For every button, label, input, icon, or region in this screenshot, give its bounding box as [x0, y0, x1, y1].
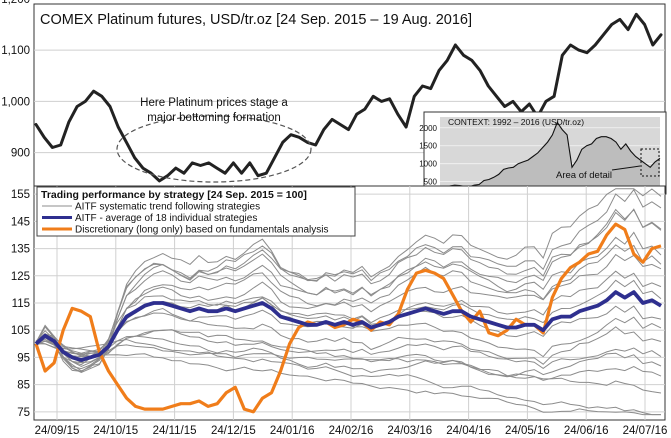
aitf-strategy-line	[35, 340, 662, 394]
aitf-strategy-line	[35, 231, 662, 370]
bottom-y-tick-label: 145	[11, 216, 30, 228]
aitf-strategy-line	[35, 335, 662, 381]
bottom-x-tick-label: 24/02/16	[329, 425, 374, 437]
bottom-y-tick-label: 135	[11, 244, 30, 256]
bottom-y-tick-label: 85	[17, 380, 30, 392]
top-y-tick-label: 1,000	[1, 96, 30, 108]
bottom-x-tick-label: 24/10/15	[93, 425, 138, 437]
bottom-y-tick-label: 125	[11, 271, 30, 283]
bottom-panel: 75 85 95 105 115 125 135 145 155 24/09/15 24/10/1…	[11, 185, 668, 437]
legend-label-discretionary: Discretionary (long only) based on funda…	[75, 225, 328, 236]
legend-label-aitf-average: AITF - average of 18 individual strategi…	[75, 213, 257, 224]
top-chart-title: COMEX Platinum futures, USD/tr.oz [24 Se…	[40, 12, 472, 28]
inset-detail-arrow	[611, 165, 641, 171]
bottom-y-tick-label: 95	[17, 352, 30, 364]
top-panel: 900 1,000 1,100 1,200 COMEX Platinum future…	[1, 0, 666, 187]
top-y-tick-label: 1,100	[1, 45, 30, 57]
inset-price-area	[440, 122, 660, 187]
bottom-y-tick-label: 115	[12, 298, 30, 310]
bottom-y-tick-labels: 75 85 95 105 115 125 135 145 155	[11, 189, 30, 419]
inset-title: CONTEXT: 1992 – 2016 (USD/tr.oz)	[448, 117, 584, 127]
top-y-tick-label: 1,200	[1, 0, 30, 6]
inset-y-tick-label: 1500	[419, 142, 437, 151]
aitf-strategy-line	[35, 188, 662, 372]
aitf-strategy-line	[35, 188, 662, 373]
inset-detail-box	[640, 148, 660, 177]
legend: Trading performance by strategy [24 Sep.…	[36, 186, 356, 237]
bottoming-annotation: Here Platinum prices stage a major bottom…	[140, 97, 288, 124]
inset-y-tick-label: 2000	[419, 124, 437, 133]
bottom-x-tick-label: 24/01/16	[270, 425, 315, 437]
bottom-x-tick-label: 24/06/16	[564, 425, 609, 437]
inset-y-tick-label: 1000	[419, 160, 437, 169]
bottom-y-tick-label: 155	[11, 189, 30, 201]
bottom-y-tick-label: 75	[17, 407, 30, 419]
bottoming-ellipse	[116, 115, 312, 183]
context-inset: CONTEXT: 1992 – 2016 (USD/tr.oz) Area of…	[419, 111, 667, 201]
inset-price-line	[439, 121, 661, 188]
inset-annotation: Area of detail	[556, 170, 612, 181]
top-y-tick-labels: 900 1,000 1,100 1,200	[1, 0, 30, 160]
bottom-x-tick-label: 24/07/16	[623, 425, 668, 437]
inset-y-tick-labels: 500 1000 1500 2000	[419, 124, 437, 187]
aitf-average-line	[34, 290, 662, 362]
aitf-strategy-line	[35, 244, 662, 373]
aitf-strategy-line	[35, 329, 662, 370]
aitf-strategy-line	[35, 338, 661, 416]
bottom-chart-title: Trading performance by strategy [24 Sep.…	[41, 189, 307, 201]
platinum-price-line	[34, 12, 663, 183]
bottom-x-tick-label: 24/03/16	[387, 425, 432, 437]
inset-y-tick-label: 500	[424, 178, 438, 187]
aitf-strategy-line	[35, 329, 662, 378]
bottom-x-tick-label: 24/11/15	[153, 425, 197, 437]
bottom-x-tick-labels: 24/09/15 24/10/15 24/11/15 24/12/15 24/01/16…	[35, 425, 668, 437]
legend-label-aitf-systematic: AITF systematic trend following strategi…	[75, 202, 260, 213]
aitf-strategy-line	[35, 270, 662, 358]
bottom-x-tick-label: 24/04/16	[446, 425, 491, 437]
bottom-x-tick-label: 24/09/15	[35, 425, 80, 437]
aitf-strategy-line	[35, 307, 662, 358]
bottom-y-tick-label: 105	[11, 325, 30, 337]
legend-box	[36, 186, 356, 237]
bottom-x-tick-label: 24/12/15	[211, 425, 256, 437]
bottom-x-tick-label: 24/05/16	[505, 425, 550, 437]
aitf-strategy-line	[35, 343, 661, 416]
aitf-strategy-line	[35, 208, 662, 372]
top-y-tick-label: 900	[11, 148, 30, 160]
